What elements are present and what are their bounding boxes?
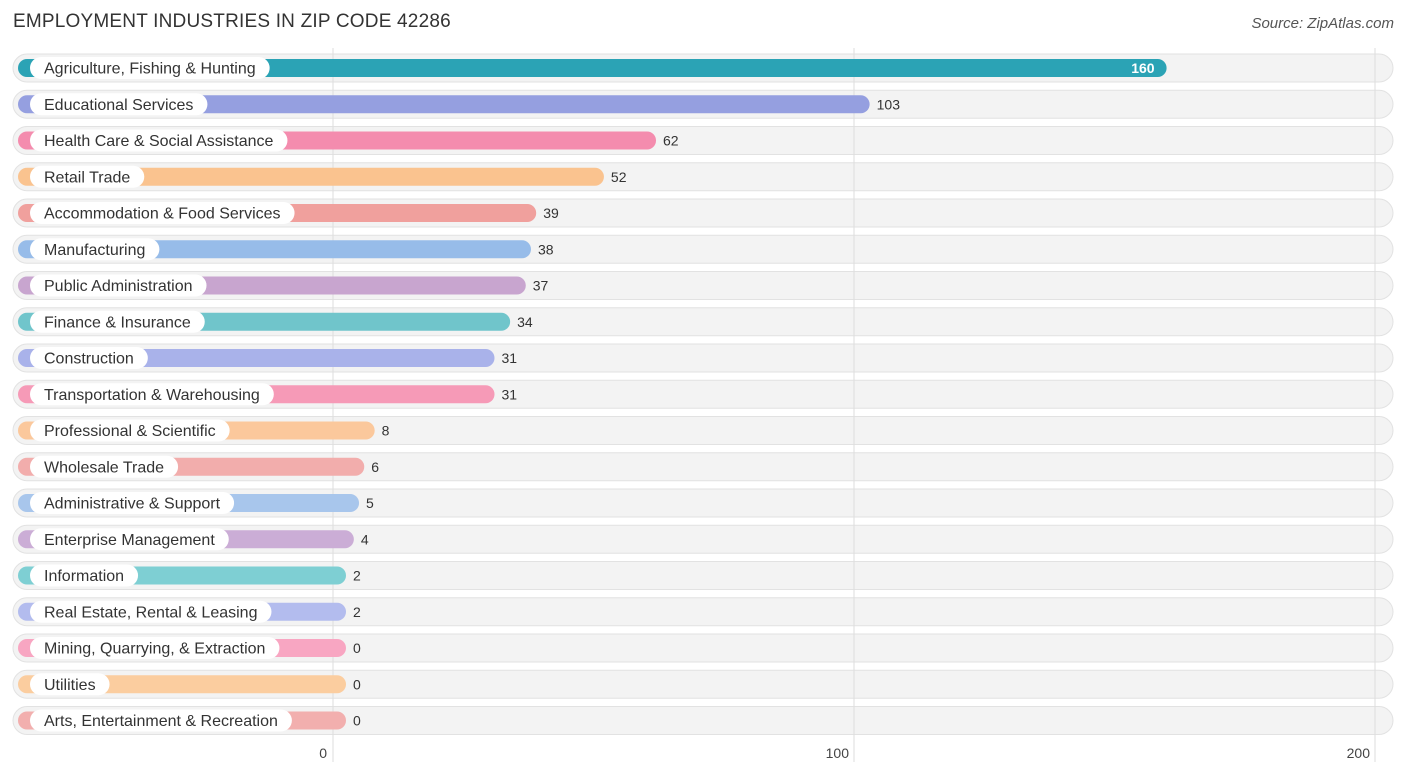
x-tick-label: 0 — [319, 745, 327, 761]
category-label: Arts, Entertainment & Recreation — [44, 713, 278, 730]
category-label-pill — [30, 637, 280, 659]
value-label: 2 — [353, 604, 361, 620]
category-label-pill — [30, 129, 288, 152]
category-label: Public Administration — [44, 278, 193, 295]
value-label: 38 — [538, 241, 554, 257]
row-track — [12, 706, 1394, 735]
value-label: 31 — [502, 350, 518, 366]
value-label: 39 — [543, 205, 559, 221]
category-label-pill — [30, 310, 205, 333]
value-label: 0 — [353, 713, 361, 729]
category-label: Educational Services — [44, 97, 193, 114]
value-label: 8 — [382, 423, 390, 439]
category-label: Accommodation & Food Services — [44, 206, 281, 223]
category-label: Construction — [44, 351, 134, 368]
value-label: 103 — [877, 96, 901, 112]
category-label-pill — [30, 455, 179, 478]
value-label: 0 — [353, 676, 361, 692]
category-label-pill — [30, 709, 292, 732]
category-label-pill — [30, 202, 295, 224]
row-track — [12, 597, 1394, 627]
category-label-pill — [30, 600, 272, 623]
category-label: Retail Trade — [44, 169, 130, 186]
category-label-pill — [30, 383, 274, 406]
value-label: 37 — [533, 278, 549, 294]
x-tick-label: 100 — [826, 745, 850, 761]
value-label: 52 — [611, 169, 627, 185]
category-label-pill — [30, 274, 207, 297]
category-label: Mining, Quarrying, & Extraction — [44, 641, 265, 658]
chart-source: Source: ZipAtlas.com — [1251, 15, 1394, 32]
category-label: Information — [44, 568, 124, 585]
row-track — [12, 633, 1394, 663]
row-track — [12, 561, 1394, 590]
bar — [18, 59, 1167, 77]
value-label: 2 — [353, 568, 361, 584]
category-label-pill — [30, 528, 229, 551]
value-label: 160 — [1131, 60, 1155, 76]
category-label: Professional & Scientific — [44, 423, 216, 440]
category-label-pill — [30, 165, 145, 188]
category-label-pill — [30, 238, 160, 261]
value-label: 5 — [366, 495, 374, 511]
category-label: Utilities — [44, 677, 96, 694]
bar — [18, 167, 604, 186]
category-label: Administrative & Support — [44, 496, 221, 513]
category-label: Transportation & Warehousing — [44, 387, 260, 404]
value-label: 4 — [361, 531, 369, 547]
x-tick-label: 200 — [1347, 745, 1371, 761]
category-label: Wholesale Trade — [44, 459, 164, 476]
category-label: Health Care & Social Assistance — [44, 133, 274, 150]
category-label: Agriculture, Fishing & Hunting — [44, 61, 256, 78]
value-label: 0 — [353, 640, 361, 656]
value-label: 6 — [371, 459, 379, 475]
bar — [18, 95, 870, 114]
category-label-pill — [30, 564, 139, 587]
category-label-pill — [30, 57, 270, 79]
category-label: Finance & Insurance — [44, 314, 191, 331]
category-label: Real Estate, Rental & Leasing — [44, 604, 257, 621]
category-label: Manufacturing — [44, 242, 145, 259]
value-label: 31 — [502, 386, 518, 402]
category-label-pill — [30, 93, 208, 116]
value-label: 62 — [663, 133, 679, 149]
chart-title: EMPLOYMENT INDUSTRIES IN ZIP CODE 42286 — [13, 11, 451, 32]
category-label-pill — [30, 419, 230, 442]
row-track — [12, 669, 1394, 699]
value-label: 34 — [517, 314, 533, 330]
row-track — [12, 524, 1394, 554]
category-label-pill — [30, 673, 110, 696]
category-label-pill — [30, 347, 148, 369]
category-label: Enterprise Management — [44, 532, 215, 549]
category-label-pill — [30, 492, 235, 514]
row-track — [12, 488, 1394, 518]
